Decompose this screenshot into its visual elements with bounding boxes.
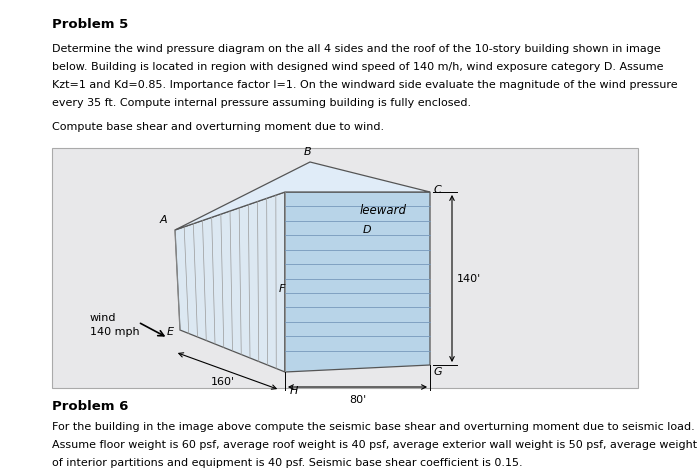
Text: Determine the wind pressure diagram on the all 4 sides and the roof of the 10-st: Determine the wind pressure diagram on t… bbox=[52, 44, 661, 54]
Text: G: G bbox=[433, 367, 442, 377]
Text: of interior partitions and equipment is 40 psf. Seismic base shear coefficient i: of interior partitions and equipment is … bbox=[52, 458, 523, 468]
Text: B: B bbox=[304, 147, 312, 157]
Text: leeward: leeward bbox=[360, 203, 407, 217]
Text: C: C bbox=[434, 185, 442, 195]
Polygon shape bbox=[285, 192, 430, 372]
Text: wind: wind bbox=[90, 313, 116, 323]
Text: every 35 ft. Compute internal pressure assuming building is fully enclosed.: every 35 ft. Compute internal pressure a… bbox=[52, 98, 471, 108]
Text: below. Building is located in region with designed wind speed of 140 m/h, wind e: below. Building is located in region wit… bbox=[52, 62, 664, 72]
Polygon shape bbox=[175, 192, 285, 372]
Bar bbox=[52, 148, 638, 388]
Text: D: D bbox=[363, 225, 372, 235]
Text: Assume floor weight is 60 psf, average roof weight is 40 psf, average exterior w: Assume floor weight is 60 psf, average r… bbox=[52, 440, 697, 450]
Text: Kzt=1 and Kd=0.85. Importance factor I=1. On the windward side evaluate the magn: Kzt=1 and Kd=0.85. Importance factor I=1… bbox=[52, 80, 678, 90]
Text: Problem 5: Problem 5 bbox=[52, 18, 128, 31]
Polygon shape bbox=[175, 162, 430, 230]
Text: A: A bbox=[160, 215, 167, 225]
Text: Problem 6: Problem 6 bbox=[52, 400, 128, 413]
Text: H: H bbox=[290, 386, 298, 396]
Text: 140 mph: 140 mph bbox=[90, 327, 139, 337]
Text: 140': 140' bbox=[457, 273, 482, 283]
Text: E: E bbox=[167, 327, 174, 337]
Text: F: F bbox=[279, 284, 286, 294]
Text: For the building in the image above compute the seismic base shear and overturni: For the building in the image above comp… bbox=[52, 422, 694, 432]
Text: 80': 80' bbox=[349, 395, 366, 405]
Text: Compute base shear and overturning moment due to wind.: Compute base shear and overturning momen… bbox=[52, 122, 384, 132]
Text: 160': 160' bbox=[211, 377, 234, 387]
